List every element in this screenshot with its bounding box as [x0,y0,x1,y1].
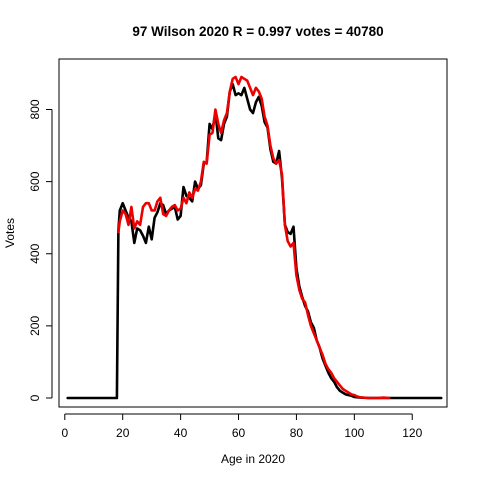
y-tick-label: 800 [28,99,42,119]
y-axis: 0 200 400 600 800 [28,99,53,401]
x-tick-label: 20 [116,426,130,440]
x-tick-label: 100 [344,426,364,440]
x-tick-label: 60 [232,426,246,440]
y-tick-label: 200 [28,316,42,336]
x-axis: 0 20 40 60 80 100 120 [61,413,423,440]
x-tick-label: 80 [290,426,304,440]
y-tick-label: 600 [28,171,42,191]
series-line-2 [117,75,391,400]
y-tick-label: 0 [28,394,42,401]
plot-frame [58,58,448,408]
y-axis-label: Votes [3,218,17,248]
x-axis-label: Age in 2020 [221,452,285,466]
x-tick-label: 40 [174,426,188,440]
x-tick-label: 0 [61,426,68,440]
chart-title: 97 Wilson 2020 R = 0.997 votes = 40780 [132,24,383,39]
y-tick-label: 400 [28,243,42,263]
x-tick-label: 120 [402,426,422,440]
series-line-1 [66,82,443,400]
series-layer [66,75,443,400]
